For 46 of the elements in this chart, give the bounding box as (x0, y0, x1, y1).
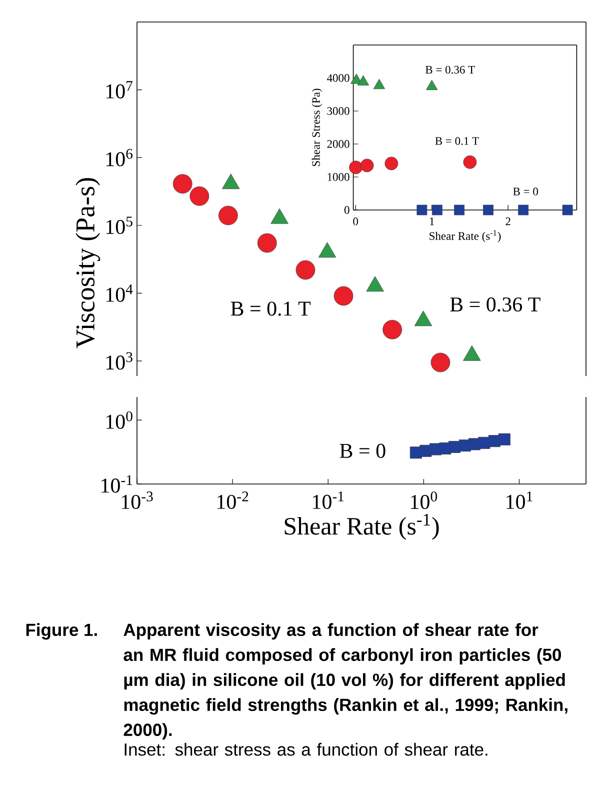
point (357, 75, 370, 86)
point (416, 204, 428, 216)
text: Apparent viscosity as a function of shear rate for an MR fluid composed of carbonyl iron particles (50 µm dia) in silicone oil (10 vol %) for different applied magnetic field strengths (Rankin et al., 1999; Rankin, 2000). (124, 623, 568, 740)
series-label: B = 0 (340, 444, 386, 458)
x-axis-title: Shear Rate (s$^{-1}$) (430, 230, 501, 242)
series-label: B = 0.1 T (435, 137, 479, 145)
y-tick-label: 0 (344, 206, 350, 214)
y-tick-label: 10$^{4}$ (106, 284, 133, 302)
series-label: B = 0.36 T (425, 66, 475, 74)
y-axis-title: Shear Stress (Pa) (312, 88, 322, 166)
point (360, 158, 374, 172)
y-tick-label: 2000 (327, 140, 350, 148)
point (426, 80, 438, 90)
point (562, 204, 573, 216)
point (463, 155, 477, 169)
x-tick-label: 10$^{1}$ (506, 492, 532, 509)
y-tick-label: 10$^{7}$ (106, 81, 133, 98)
x-tick-label: 10$^{0}$ (411, 492, 438, 510)
caption: Figure 1. (26, 623, 97, 640)
y-tick-label: 10$^{6}$ (106, 148, 133, 166)
point (454, 204, 464, 216)
series-label: B = 0 (513, 188, 538, 196)
y-axis-title: Viscosity (Pa-s) (76, 178, 100, 348)
y-tick-label: 10$^{5}$ (106, 216, 132, 234)
point (384, 156, 398, 170)
point (498, 433, 510, 446)
point (349, 160, 363, 174)
point (432, 204, 442, 216)
x-axis-title: Shear Rate (s$^{-1}$) (284, 514, 439, 540)
text: Inset: shear stress as a function of shear rate. (124, 742, 488, 756)
y-tick-label: 4000 (326, 74, 350, 82)
x-tick-label: 1 (430, 218, 434, 226)
y-tick-label: 10$^{0}$ (106, 411, 132, 429)
y-tick-label: 10$^{-1}$ (102, 475, 132, 493)
x-tick-label: 0 (353, 218, 358, 226)
y-tick-label: 3000 (327, 107, 350, 115)
point (518, 204, 529, 216)
x-tick-label: 10$^{-3}$ (122, 492, 153, 509)
series-label: B = 0.1 T (230, 302, 311, 316)
y-tick-label: 10$^{3}$ (106, 352, 132, 370)
series-label: B = 0.36 T (450, 297, 540, 312)
x-tick-label: 2 (506, 218, 510, 226)
y-tick-label: 1000 (328, 173, 350, 181)
point (373, 78, 386, 90)
x-tick-label: 10$^{-2}$ (218, 492, 248, 509)
point (483, 204, 494, 216)
